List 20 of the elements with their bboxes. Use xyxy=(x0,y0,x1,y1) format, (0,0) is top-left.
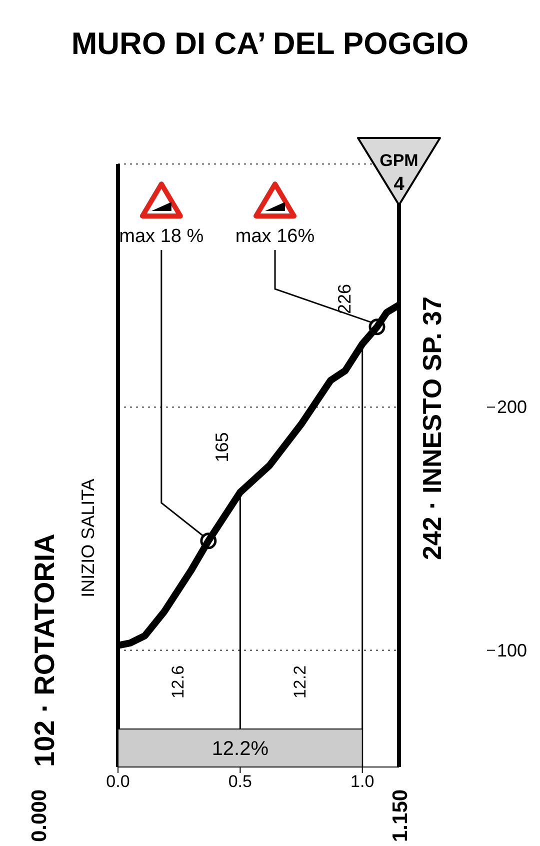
x-tick-label: 0.0 xyxy=(106,772,130,792)
annotation: GPM xyxy=(380,151,418,170)
text: 0.000 xyxy=(28,789,51,842)
annotation: 226 xyxy=(334,284,354,314)
annotation: 165 xyxy=(212,432,232,462)
annotation: max 16% xyxy=(235,226,315,247)
text: 1.150 xyxy=(389,789,412,842)
y-tick-label: 100 xyxy=(497,640,528,660)
chart-title: MURO DI CA’ DEL POGGIO xyxy=(71,26,469,61)
y-tick-label: 200 xyxy=(497,397,528,418)
annotation: 102 · ROTATORIA xyxy=(29,534,60,767)
annotation: 242 · INNESTO SP. 37 xyxy=(417,296,447,560)
annotation: 12.2 xyxy=(290,665,310,699)
annotation: max 18 % xyxy=(119,226,204,247)
x-tick-label: 1.0 xyxy=(350,772,374,792)
annotation: 12.6 xyxy=(168,665,188,699)
band-label: 12.2% xyxy=(212,738,269,760)
text: INIZIO SALITA xyxy=(78,478,98,598)
annotation: 4 xyxy=(394,174,405,195)
x-tick-label: 0.5 xyxy=(228,772,252,792)
